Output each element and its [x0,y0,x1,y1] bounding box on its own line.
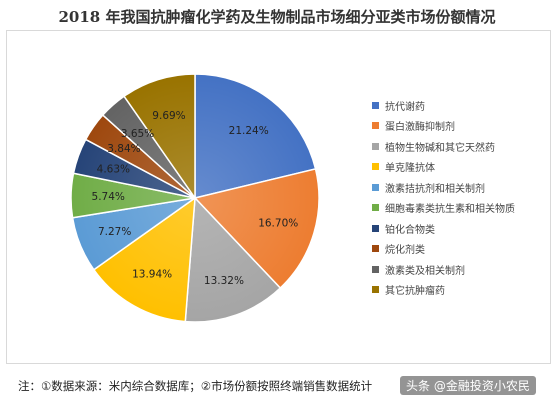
legend-label: 其它抗肿瘤药 [385,286,445,298]
legend-label: 铂化合物类 [385,224,435,236]
legend-item: 激素类及相关制剂 [372,259,550,280]
slice-data-label: 3.65% [121,128,154,140]
slice-data-label: 4.63% [97,164,130,176]
slice-data-label: 13.32% [204,275,244,287]
legend-swatch [372,245,379,253]
chart-legend: 抗代谢药蛋白激酶抑制剂植物生物碱和其它天然药 单克隆抗体激素拮抗剂和相关制剂细胞毒… [372,95,550,300]
legend-item: 其它抗肿瘤药 [372,280,550,301]
legend-label: 激素拮抗剂和相关制剂 [385,183,485,195]
footnote: 注：①数据来源：米内综合数据库；②市场份额按照终端销售数据统计 [18,379,373,393]
legend-item: 植物生物碱和其它天然药 [372,136,550,157]
slice-data-label: 7.27% [98,226,131,238]
legend-label: 烷化剂类 [385,245,425,257]
legend-swatch [372,286,379,294]
legend-swatch [372,163,379,171]
watermark: 头条 @金融投资小农民 [400,376,536,395]
legend-label: 植物生物碱和其它天然药 [385,142,495,154]
legend-swatch [372,122,379,130]
legend-item: 激素拮抗剂和相关制剂 [372,177,550,198]
slice-data-label: 5.74% [92,191,125,203]
legend-swatch [372,265,379,273]
chart-title: 2018 年我国抗肿瘤化学药及生物制品市场细分亚类市场份额情况 [58,8,496,26]
legend-item: 铂化合物类 [372,218,550,239]
slice-data-label: 21.24% [229,125,269,137]
legend-swatch [372,224,379,232]
legend-item: 抗代谢药 [372,95,550,116]
legend-label: 细胞毒素类抗生素和相关物质 [385,204,515,216]
legend-label: 激素类及相关制剂 [385,265,465,277]
legend-swatch [372,183,379,191]
legend-swatch [372,101,379,109]
legend-label: 蛋白激酶抑制剂 [385,122,455,134]
legend-label: 抗代谢药 [385,101,425,113]
legend-item: 烷化剂类 [372,239,550,260]
legend-swatch [372,204,379,212]
legend-swatch [372,142,379,150]
legend-item: 细胞毒素类抗生素和相关物质 [372,198,550,219]
slice-data-label: 16.70% [258,218,298,230]
legend-item: 单克隆抗体 [372,157,550,178]
chart-frame [6,30,551,364]
slice-data-label: 13.94% [132,268,172,280]
legend-label: 单克隆抗体 [385,163,435,175]
slice-data-label: 9.69% [152,110,185,122]
slice-data-label: 3.84% [107,143,140,155]
legend-item: 蛋白激酶抑制剂 [372,116,550,137]
